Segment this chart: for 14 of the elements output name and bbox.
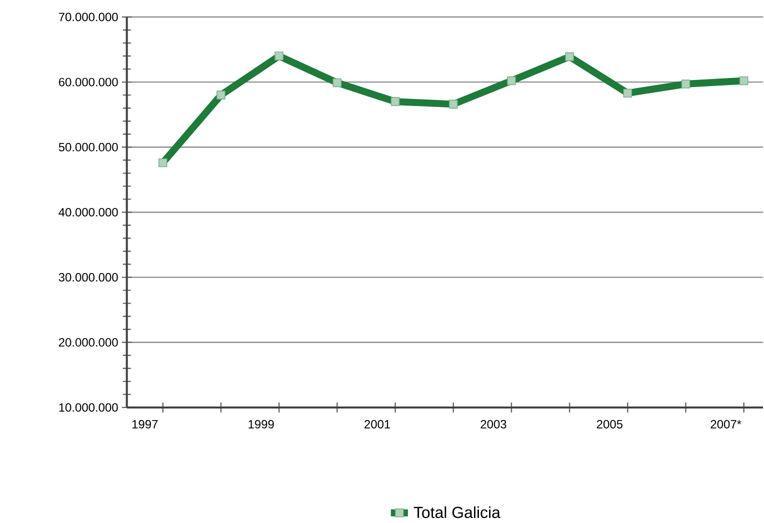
x-tick-label: 1997: [132, 420, 158, 428]
x-tick-label: 2005: [596, 420, 622, 428]
y-tick-label: 30.000.000: [58, 272, 118, 282]
x-tick-label: 1999: [248, 420, 274, 428]
x-tick-label: 2007*: [710, 420, 742, 428]
x-tick-label: 2003: [480, 420, 506, 428]
y-tick-label: 70.000.000: [58, 12, 118, 22]
legend-label: Total Galicia: [414, 506, 500, 518]
y-tick-label: 10.000.000: [59, 403, 118, 412]
y-tick-label: 60.000.000: [58, 78, 118, 86]
y-tick-label: 40.000.000: [58, 208, 118, 216]
y-tick-label: 20.000.000: [58, 338, 118, 346]
y-tick-label: 50.000.000: [58, 142, 118, 152]
x-tick-label: 2001: [364, 420, 390, 428]
